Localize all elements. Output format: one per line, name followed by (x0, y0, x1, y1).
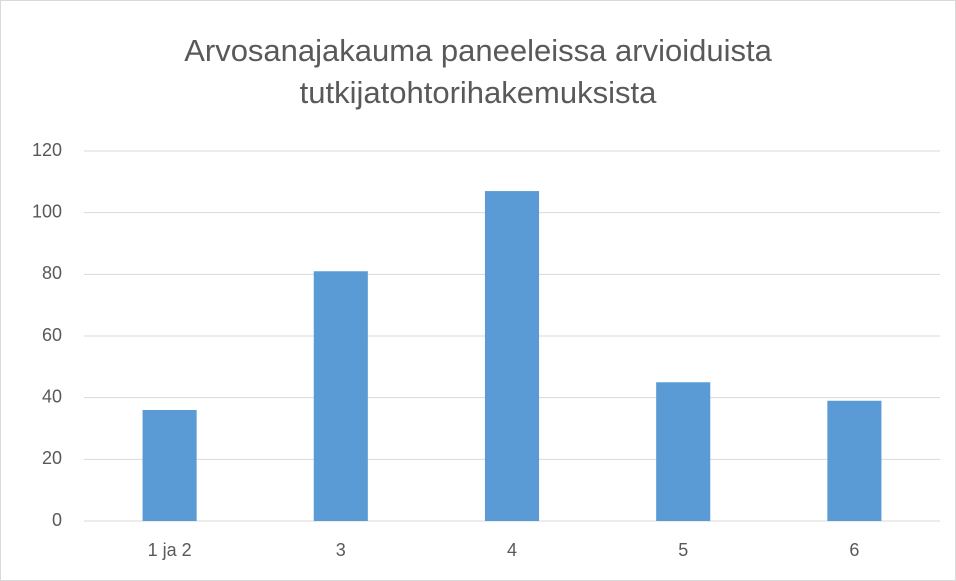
x-tick-label: 6 (849, 540, 859, 560)
y-tick-label: 60 (42, 325, 62, 345)
x-tick-label: 3 (336, 540, 346, 560)
chart-title: Arvosanajakauma paneeleissa arvioiduista… (184, 33, 772, 110)
x-tick-label: 4 (507, 540, 517, 560)
y-tick-label: 40 (42, 386, 62, 406)
bar (142, 410, 197, 521)
bar (827, 400, 882, 521)
y-tick-label: 100 (32, 201, 62, 221)
x-tick-label: 5 (678, 540, 688, 560)
y-tick-label: 80 (42, 263, 62, 283)
y-tick-label: 20 (42, 448, 62, 468)
bar (313, 271, 368, 521)
x-tick-label: 1 ja 2 (148, 540, 192, 560)
bar (656, 382, 711, 521)
bar (484, 191, 540, 522)
y-tick-label: 0 (52, 510, 62, 530)
y-tick-label: 120 (32, 140, 62, 160)
